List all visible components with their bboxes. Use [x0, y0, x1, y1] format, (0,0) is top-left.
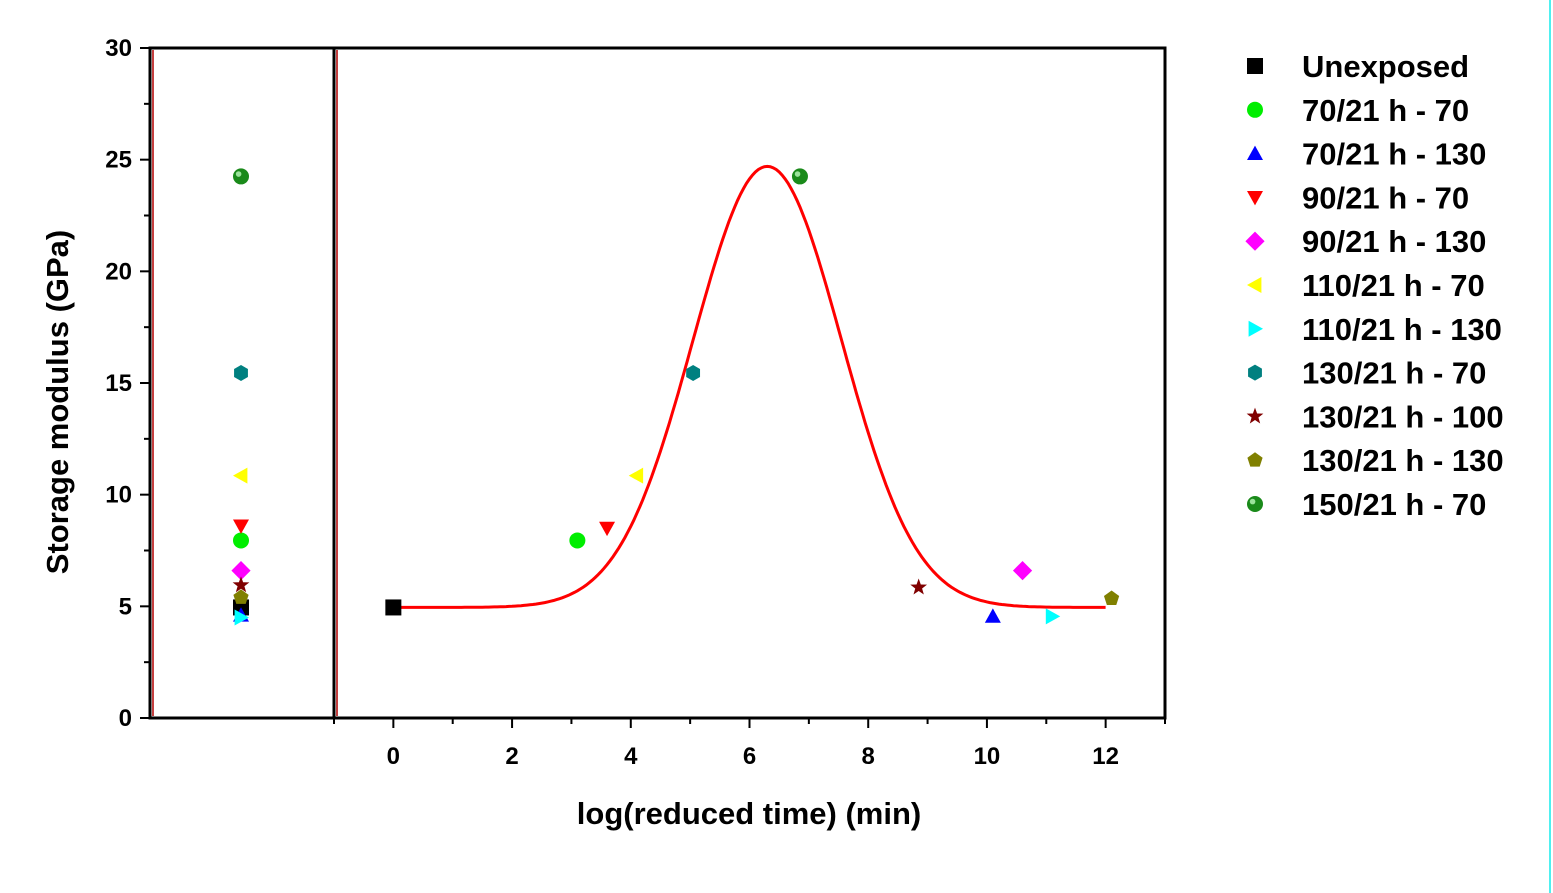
legend-marker [1247, 452, 1263, 467]
y-tick-label: 25 [105, 147, 132, 174]
data-point-150-21-h-70 [791, 168, 808, 185]
legend-marker [1247, 58, 1263, 74]
x-tick-label: 6 [743, 743, 756, 770]
x-axis-ticks: 0 2 4 6 8 10 12 [333, 718, 1166, 770]
unshifted-point-90-21-h-130 [231, 561, 251, 581]
legend-label: 70/21 h - 130 [1302, 137, 1486, 172]
legend-marker [1247, 496, 1263, 512]
x-tick-label: 4 [624, 743, 638, 770]
unshifted-point-150-21-h-70 [233, 168, 249, 185]
data-point-70-21-h-130 [984, 608, 1001, 623]
y-tick-label: 0 [119, 705, 132, 732]
data-point-90-21-h-70 [599, 521, 616, 537]
unshifted-point-110-21-h-130 [234, 609, 249, 626]
legend-label: 70/21 h - 70 [1302, 93, 1469, 128]
x-axis-title: log(reduced time) (min) [577, 796, 921, 831]
master-curve-panel [332, 46, 1167, 720]
y-tick-label: 10 [105, 482, 132, 509]
data-points-layer [231, 168, 1120, 626]
unshifted-point-130-21-h-100 [232, 576, 250, 593]
legend-marker [1247, 277, 1262, 293]
data-point-110-21-h-130 [1045, 608, 1061, 625]
legend-marker [1245, 231, 1265, 251]
legend-marker [1247, 101, 1263, 118]
legend-marker [1247, 191, 1263, 206]
main-panel-frame [332, 46, 1167, 720]
legend-label: 90/21 h - 130 [1302, 224, 1486, 259]
data-point-110-21-h-70 [628, 467, 644, 484]
legend-label: 150/21 h - 70 [1302, 487, 1486, 522]
y-tick-label: 5 [119, 593, 132, 620]
x-tick-label: 2 [505, 743, 518, 770]
data-point-70-21-h-70 [569, 532, 586, 549]
right-edge-line [1549, 0, 1551, 893]
legend-marker [1246, 407, 1264, 424]
data-point-130-21-h-100 [910, 578, 928, 595]
gaussian-fit-curve [393, 164, 1106, 609]
y-axis-ticks: 0 5 10 15 20 25 30 [105, 35, 150, 732]
unshifted-point-90-21-h-70 [233, 519, 249, 534]
x-tick-label: 0 [387, 743, 400, 770]
legend-marker [1247, 145, 1263, 160]
unshifted-point-70-21-h-70 [233, 532, 249, 549]
unshifted-point-130-21-h-70 [234, 364, 248, 381]
legend-label: 130/21 h - 130 [1302, 443, 1504, 478]
data-point-unexposed [385, 599, 402, 616]
x-tick-label: 8 [862, 743, 875, 770]
legend-label: Unexposed [1302, 49, 1469, 84]
fit-curve-layer [393, 164, 1106, 609]
legend-label: 130/21 h - 70 [1302, 356, 1486, 391]
legend-marker [1248, 364, 1262, 381]
data-point-130-21-h-130 [1103, 590, 1120, 605]
legend-marker [1248, 320, 1263, 337]
legend-label: 90/21 h - 70 [1302, 180, 1469, 215]
legend-label: 130/21 h - 100 [1302, 399, 1504, 434]
x-tick-label: 12 [1092, 743, 1119, 770]
legend-label: 110/21 h - 130 [1302, 312, 1502, 347]
unshifted-point-110-21-h-70 [233, 467, 248, 484]
unshifted-point-130-21-h-130 [233, 589, 249, 604]
x-tick-label: 10 [974, 743, 1001, 770]
legend-label: 110/21 h - 70 [1302, 268, 1485, 303]
legend: Unexposed 70/21 h - 70 70/21 h - 130 90/21 … [1245, 49, 1504, 522]
y-tick-label: 20 [105, 258, 132, 285]
y-axis-title: Storage modulus (GPa) [40, 230, 75, 574]
y-tick-label: 15 [105, 370, 132, 397]
y-tick-label: 30 [105, 35, 132, 62]
data-point-130-21-h-70 [686, 364, 701, 381]
data-point-90-21-h-130 [1012, 561, 1033, 581]
